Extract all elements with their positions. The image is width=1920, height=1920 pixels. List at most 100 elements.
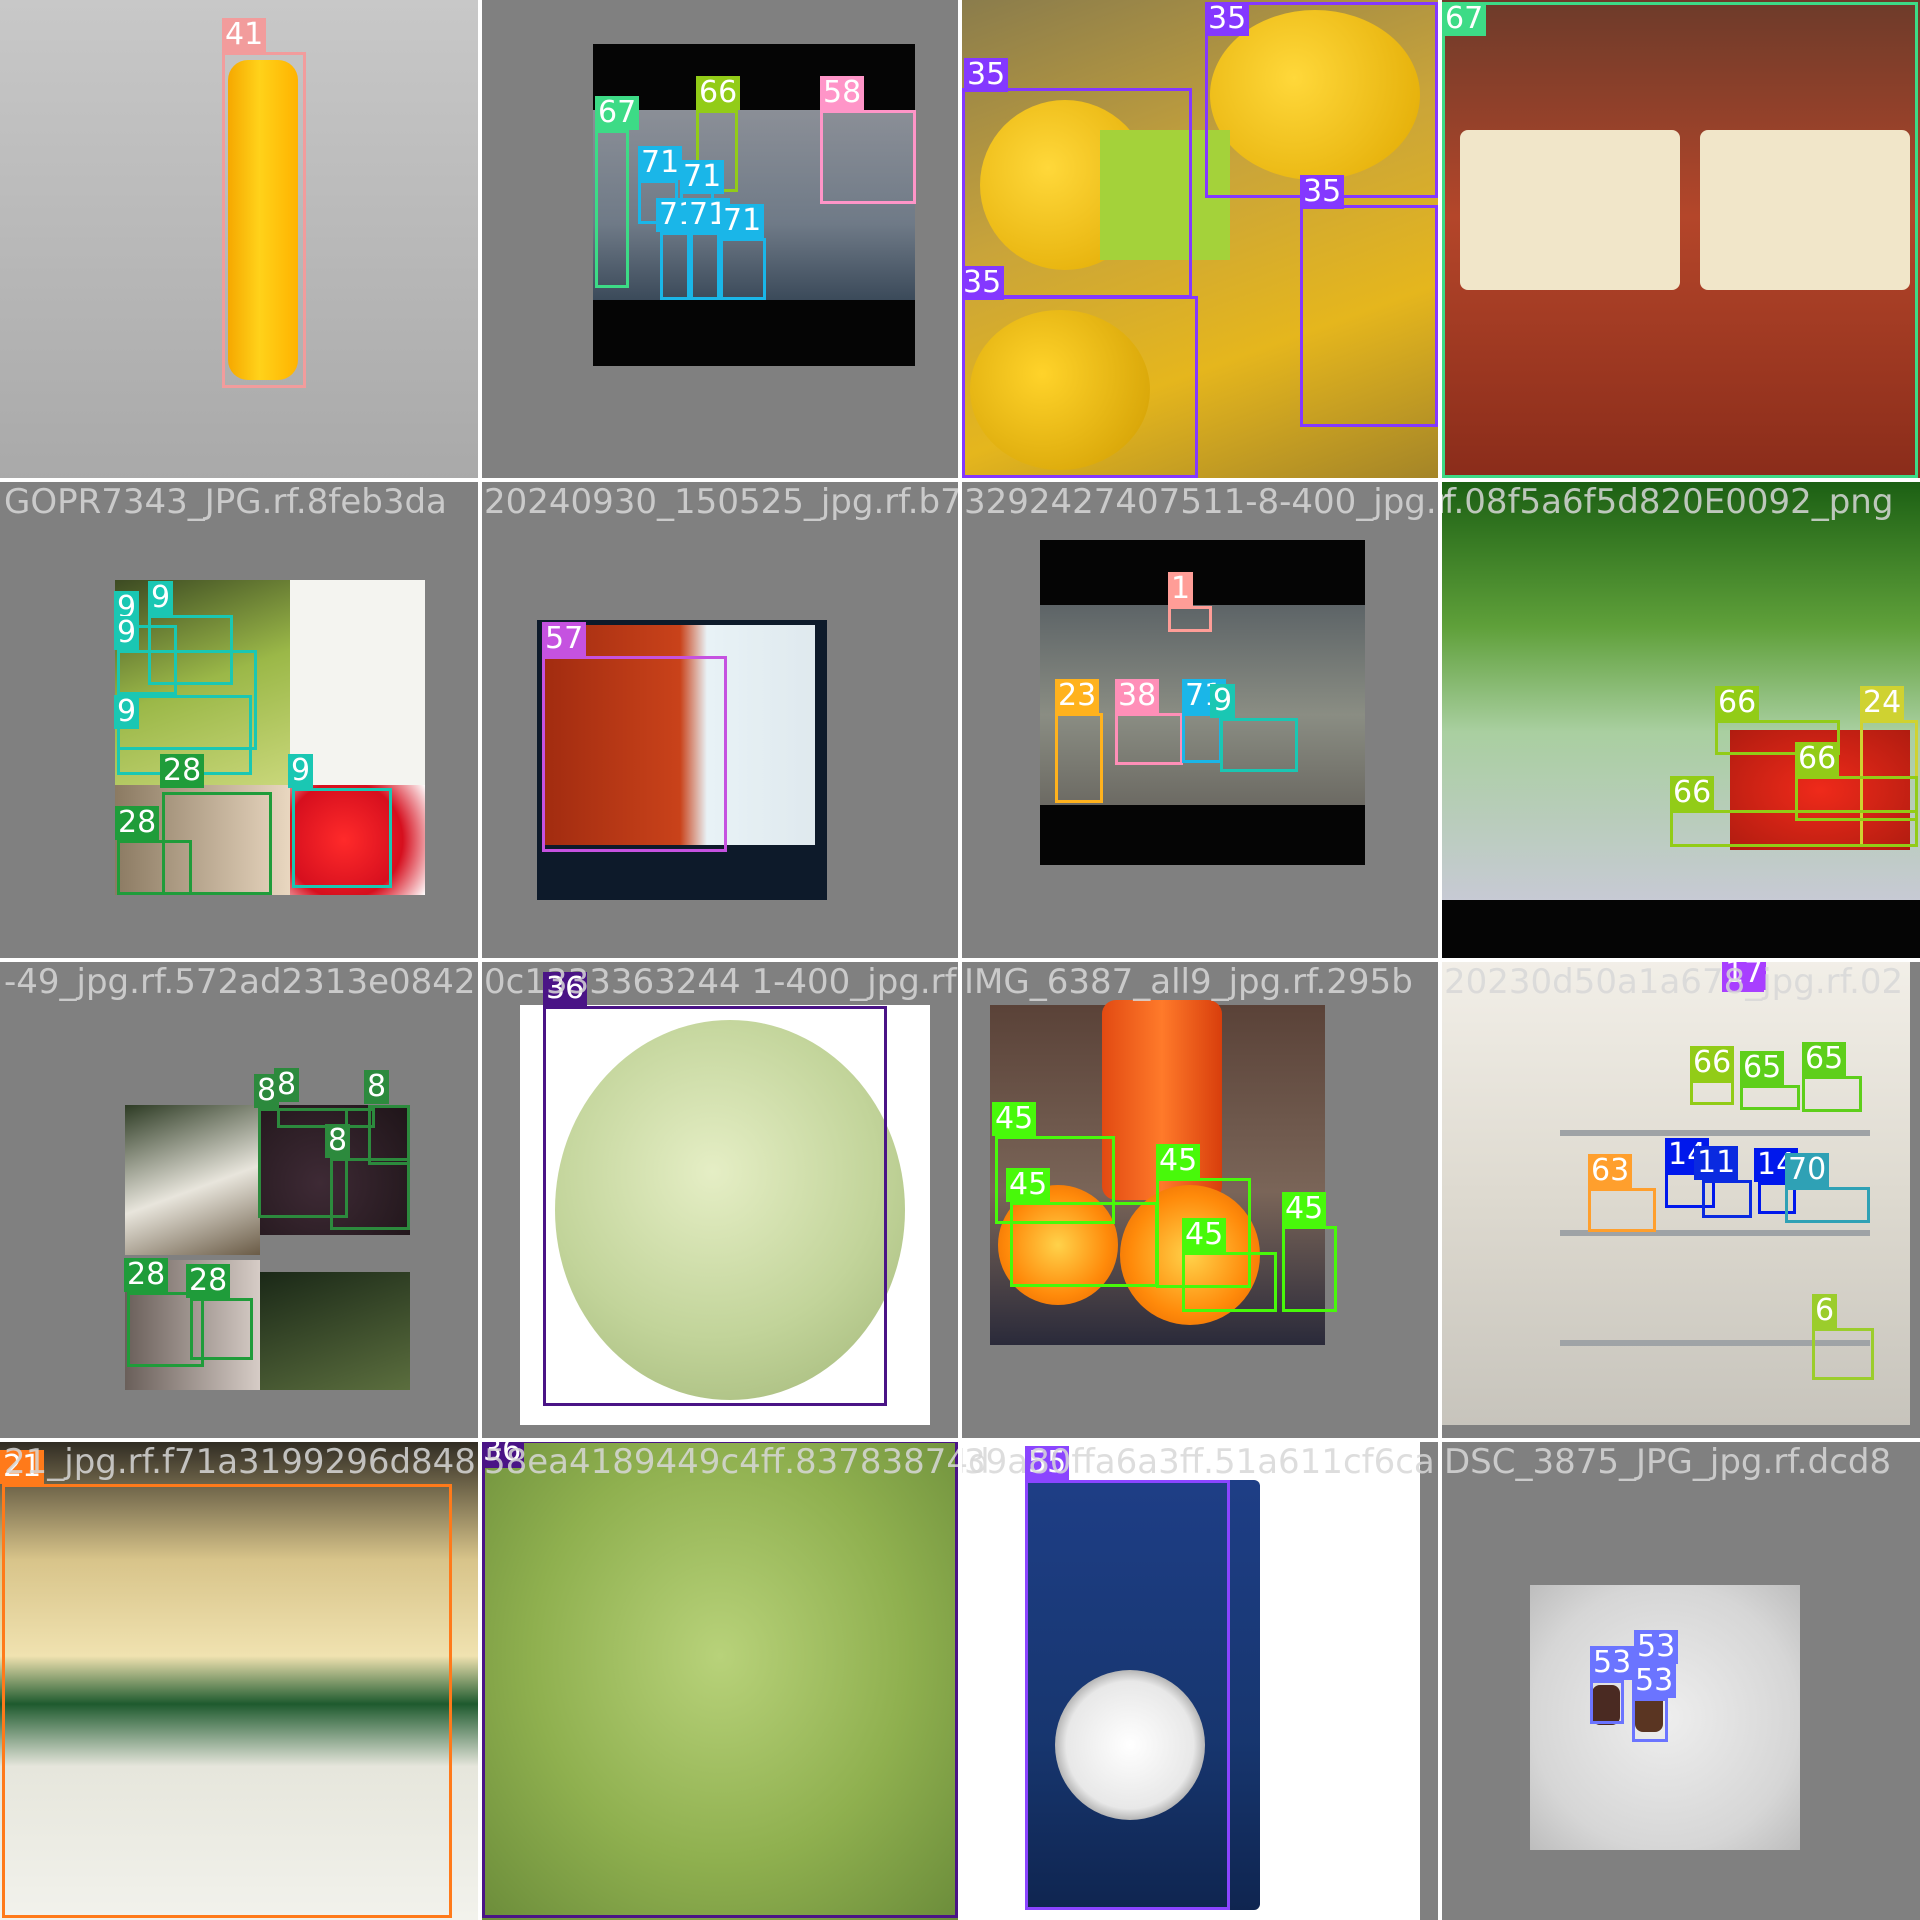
photo-red-pepper: [290, 785, 425, 895]
class-label: 6: [1812, 1294, 1838, 1328]
tile-bolognese-jars: 67: [1440, 0, 1920, 480]
class-label: 8: [364, 1070, 390, 1104]
bbox: [660, 232, 690, 300]
image-filename: 0c1333363244 1-400_jpg.rf: [484, 962, 957, 1002]
bbox: [1802, 1076, 1862, 1112]
photo-salmon-tray: [545, 625, 815, 845]
class-label: 45: [1006, 1168, 1051, 1202]
class-label: 21: [0, 1450, 45, 1484]
tile-fridge-shelf: 67 66 58 71 71 71 71 71: [480, 0, 960, 480]
tile-collage-vegetables: 9 9 9 9 28 28 9: [0, 480, 480, 960]
class-label: 45: [1182, 1218, 1227, 1252]
class-label: 57: [542, 622, 587, 656]
image-filename: 58ea4189449c4ff.83783874d: [484, 1442, 990, 1482]
class-label: 66: [1690, 1046, 1735, 1080]
image-filename: 21_jpg.rf.f71a3199296d848: [4, 1442, 476, 1482]
class-label: 65: [1740, 1051, 1785, 1085]
tile-lemons: 35 35 35 35: [960, 0, 1440, 480]
bbox: [543, 1006, 887, 1406]
class-label: 66: [696, 76, 741, 110]
photo-kale: [260, 1272, 410, 1390]
bbox: [1758, 1182, 1796, 1214]
class-label: 35: [1300, 175, 1345, 209]
photo-lettuce-leaf: [290, 580, 425, 785]
photo-lemon: [970, 310, 1150, 470]
grid-divider: [0, 478, 1920, 482]
bbox: [162, 792, 272, 895]
image-filename: 39a80ffa6a3ff.51a611cf6ca: [964, 1442, 1435, 1482]
class-label: 53: [1634, 1630, 1679, 1664]
tile-collage-roots: 8 8 8 8 28 28: [0, 960, 480, 1440]
image-filename: 20230d50a1a678_jpg.rf.02: [1444, 962, 1904, 1002]
tile-asparagus-jar: 21: [0, 1440, 480, 1920]
bbox: [2, 1484, 452, 1918]
tile-open-fridge: 17 66 65 65 63 14 11 14 70 6: [1440, 960, 1920, 1440]
image-filename: -49_jpg.rf.572ad2313e0842: [4, 962, 476, 1002]
class-label: 71: [680, 160, 725, 194]
bbox: [1025, 1480, 1230, 1910]
photo-shelf: [1560, 1130, 1870, 1136]
bbox: [1300, 205, 1438, 427]
class-label: 70: [1785, 1153, 1830, 1187]
grid-divider: [0, 958, 1920, 962]
class-label: 28: [160, 754, 205, 788]
class-label: 41: [222, 18, 267, 52]
class-label: 1: [1168, 572, 1194, 606]
photo-rice-bowl: [1055, 1670, 1205, 1820]
photo-fridge-interior: [1440, 960, 1910, 1425]
bbox: [820, 110, 916, 204]
photo-yellow-bottle: [228, 60, 298, 380]
class-label: 66: [1795, 742, 1840, 776]
tile-yellow-bottle: 41: [0, 0, 480, 480]
class-label: 11: [1694, 1146, 1739, 1180]
bbox: [222, 52, 306, 388]
bbox: [1812, 1328, 1874, 1380]
bbox: [1220, 718, 1298, 772]
photo-black-pad: [1440, 900, 1920, 960]
tile-leafy-peppers: 66 24 66 66: [1440, 480, 1920, 960]
image-filename: f.08f5a6f5d820E0092_png: [1444, 482, 1894, 522]
bbox: [117, 840, 192, 895]
bbox: [330, 1158, 410, 1230]
bbox: [1785, 1187, 1870, 1223]
photo-lettuce-head: [555, 1020, 905, 1400]
photo-lemon: [1210, 10, 1420, 180]
bbox: [1702, 1180, 1752, 1218]
bbox: [1442, 2, 1918, 478]
tile-fridge-door: 1 23 38 71 9: [960, 480, 1440, 960]
image-filename: IMG_6387_all9_jpg.rf.295b: [964, 962, 1413, 1002]
photo-jar-label: [1460, 130, 1680, 290]
bbox: [1795, 776, 1918, 821]
class-label: 35: [1205, 2, 1250, 36]
tile-iceberg-lettuce: 36: [480, 960, 960, 1440]
class-label: 28: [186, 1264, 231, 1298]
photo-shelf: [1560, 1340, 1870, 1346]
class-label: 53: [1632, 1664, 1677, 1698]
class-label: 66: [1715, 686, 1760, 720]
class-label: 63: [1588, 1154, 1633, 1188]
bbox: [1590, 1680, 1624, 1724]
class-label: 58: [820, 76, 865, 110]
image-filename: GOPR7343_JPG.rf.8feb3da: [4, 482, 447, 522]
class-label: 38: [1115, 679, 1160, 713]
photo-lettuce: [480, 1440, 960, 1920]
class-label: 65: [1802, 1042, 1847, 1076]
photo-asparagus-jar: [0, 1440, 480, 1920]
bbox: [995, 1136, 1115, 1224]
class-label: 71: [720, 204, 765, 238]
bbox: [1665, 1172, 1715, 1208]
class-label: 9: [1210, 684, 1236, 718]
bbox: [962, 296, 1198, 478]
class-label: 17: [1722, 960, 1767, 990]
class-label: 35: [964, 58, 1009, 92]
tile-thai-rice: 55: [960, 1440, 1440, 1920]
photo-jar-label: [1700, 130, 1910, 290]
class-label: 45: [1282, 1192, 1327, 1226]
photo-orange-half: [1120, 1185, 1260, 1325]
class-label: 53: [1590, 1646, 1635, 1680]
class-label: 71: [638, 146, 683, 180]
tile-salmon-pack: 57: [480, 480, 960, 960]
photo-shelf: [1560, 1230, 1870, 1236]
bbox: [1156, 1178, 1251, 1288]
